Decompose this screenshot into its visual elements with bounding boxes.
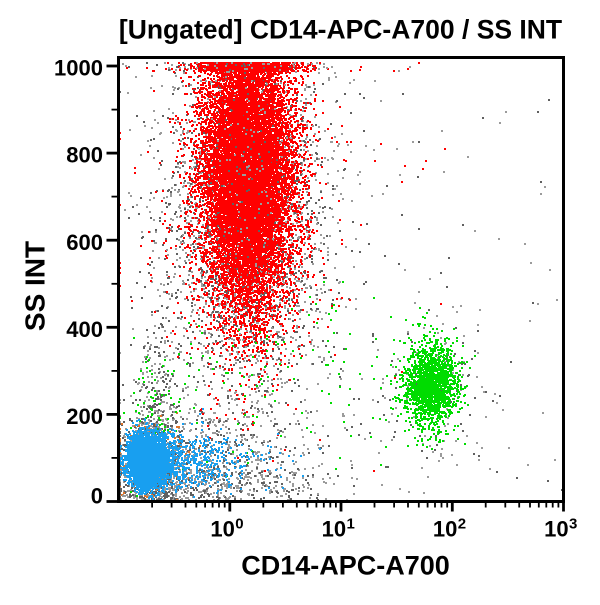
svg-text:800: 800: [66, 143, 103, 168]
svg-text:3: 3: [569, 516, 577, 533]
svg-text:1000: 1000: [54, 56, 103, 81]
svg-text:SS INT: SS INT: [20, 241, 51, 331]
svg-text:600: 600: [66, 230, 103, 255]
svg-text:10: 10: [210, 517, 234, 542]
svg-text:CD14-APC-A700: CD14-APC-A700: [241, 551, 450, 581]
svg-text:10: 10: [322, 517, 346, 542]
svg-text:1: 1: [347, 516, 355, 533]
svg-text:200: 200: [66, 404, 103, 429]
svg-text:2: 2: [458, 516, 466, 533]
svg-text:400: 400: [66, 317, 103, 342]
svg-text:0: 0: [91, 484, 103, 509]
svg-text:10: 10: [544, 517, 568, 542]
svg-text:0: 0: [235, 516, 243, 533]
svg-text:10: 10: [433, 517, 457, 542]
svg-text:[Ungated] CD14-APC-A700 / SS I: [Ungated] CD14-APC-A700 / SS INT: [119, 15, 562, 45]
